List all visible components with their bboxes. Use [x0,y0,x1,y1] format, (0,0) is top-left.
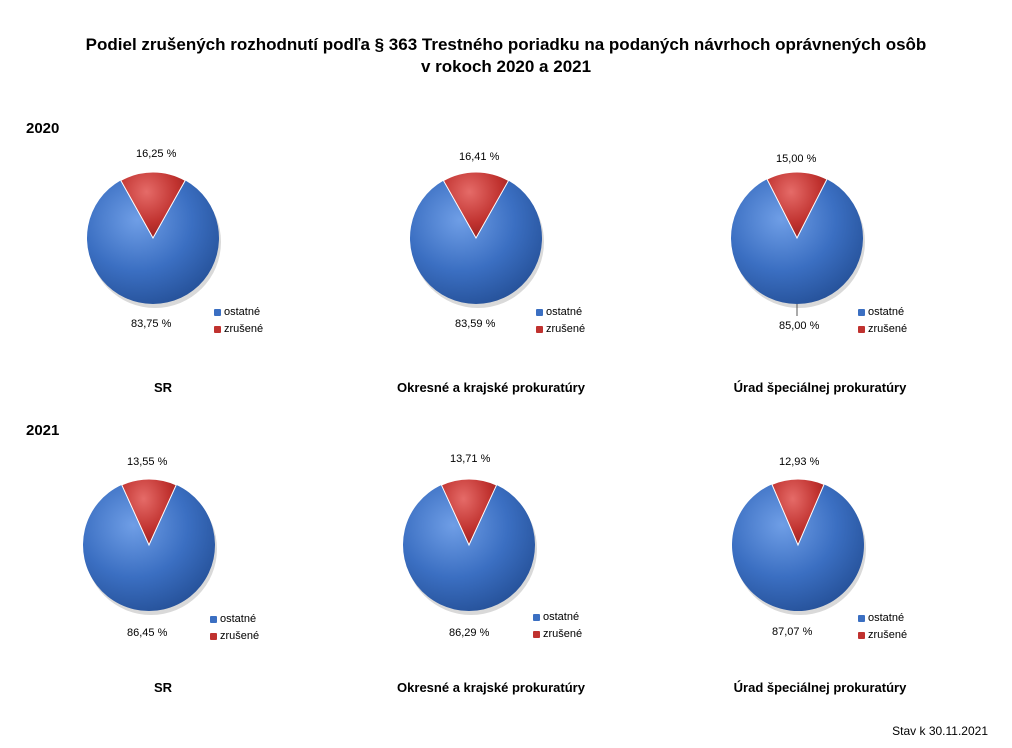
legend-item-ostatne: ostatné [533,609,582,626]
legend-item-zrusene: zrušené [858,627,907,644]
legend-swatch [858,309,865,316]
pie-slice-zrusene [120,171,186,240]
pie-slice-zrusene [442,171,510,240]
pie-chart-title: Okresné a krajské prokuratúry [397,680,585,695]
legend-swatch [533,631,540,638]
legend-item-zrusene: zrušené [533,626,582,643]
pie-chart-title: Úrad špeciálnej prokuratúry [733,680,907,695]
legend-swatch [533,614,540,621]
legend-label: zrušené [224,323,264,335]
pie-slice-zrusene [121,478,177,547]
legend-label: zrušené [868,323,908,335]
legend: ostatné zrušené [533,609,582,643]
pie-slice-ostatne [87,180,220,304]
legend-item-ostatne: ostatné [210,611,259,628]
legend: ostatné zrušené [858,304,907,338]
legend-item-ostatne: ostatné [858,610,907,627]
chart-main-title: Podiel zrušených rozhodnutí podľa § 363 … [0,34,1012,78]
year-heading-2021: 2021 [26,422,60,439]
legend-label: zrušené [868,629,908,641]
legend-swatch [536,309,543,316]
pie-slice-zrusene [771,478,825,547]
legend-swatch [210,633,217,640]
title-line-1: Podiel zrušených rozhodnutí podľa § 363 … [85,35,927,54]
data-label-ostatne: 83,59 % [455,318,496,330]
data-label-ostatne: 87,07 % [772,626,813,638]
legend: ostatné zrušené [210,611,259,645]
footer-date: Stav k 30.11.2021 [892,724,988,738]
pie-slice-zrusene [440,478,498,547]
legend-label: ostatné [546,306,583,318]
pie-slice-ostatne [403,485,536,611]
pie-slice-zrusene [766,171,828,240]
legend-label: zrušené [546,323,586,335]
data-label-ostatne: 86,45 % [127,627,168,639]
legend-label: ostatné [543,611,580,623]
legend-swatch [536,326,543,333]
pie-chart-title: SR [153,680,173,695]
legend-item-ostatne: ostatné [536,304,585,321]
legend-swatch [210,616,217,623]
legend-label: ostatné [868,306,905,318]
pie-chart-title: Okresné a krajské prokuratúry [397,380,585,395]
legend-item-zrusene: zrušené [210,628,259,645]
legend-swatch [858,632,865,639]
data-label-ostatne: 83,75 % [131,318,172,330]
pie-slice-ostatne [731,179,863,304]
pie-slice-ostatne [82,484,215,611]
pie-slice-ostatne [732,484,865,612]
legend-item-zrusene: zrušené [536,321,585,338]
pie-chart-title: Úrad špeciálnej prokuratúry [733,380,907,395]
legend: ostatné zrušené [858,610,907,644]
legend-item-zrusene: zrušené [858,321,907,338]
data-label-zrusene: 15,00 % [776,153,817,165]
legend-item-ostatne: ostatné [214,304,263,321]
legend: ostatné zrušené [536,304,585,338]
legend-label: ostatné [224,306,261,318]
legend-swatch [214,309,221,316]
legend: ostatné zrušené [214,304,263,338]
legend-swatch [858,615,865,622]
data-label-zrusene: 16,25 % [136,148,177,160]
legend-label: zrušené [220,630,260,642]
data-label-zrusene: 13,55 % [127,456,168,468]
title-line-2: v rokoch 2020 a 2021 [420,57,592,76]
legend-swatch [214,326,221,333]
legend-label: zrušené [543,628,583,640]
legend-swatch [858,326,865,333]
pie-slice-ostatne [410,180,543,304]
pie-chart-title: SR [153,380,173,395]
data-label-ostatne: 86,29 % [449,627,490,639]
legend-label: ostatné [220,613,257,625]
data-label-zrusene: 13,71 % [450,453,491,465]
legend-item-zrusene: zrušené [214,321,263,338]
legend-label: ostatné [868,612,905,624]
data-label-zrusene: 16,41 % [459,151,500,163]
data-label-zrusene: 12,93 % [779,456,820,468]
data-label-ostatne: 85,00 % [779,320,820,332]
legend-item-ostatne: ostatné [858,304,907,321]
year-heading-2020: 2020 [26,120,60,137]
